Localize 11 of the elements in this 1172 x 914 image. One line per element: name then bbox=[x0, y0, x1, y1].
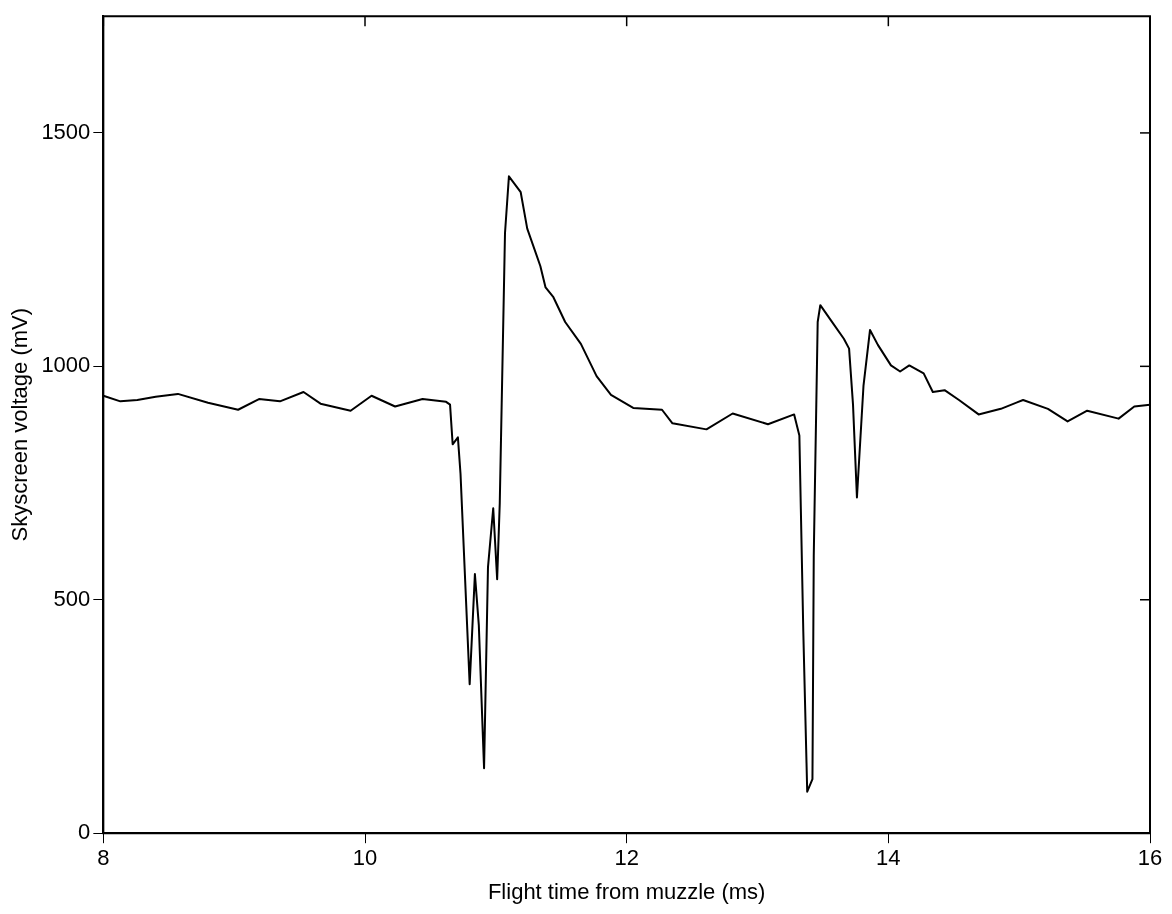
y-axis-title: Skyscreen voltage (mV) bbox=[7, 307, 33, 542]
x-tick-label: 10 bbox=[352, 845, 378, 871]
y-tick-label: 500 bbox=[53, 585, 91, 611]
x-axis-title: Flight time from muzzle (ms) bbox=[487, 878, 766, 904]
y-tick-label: 1000 bbox=[41, 352, 91, 378]
x-tick-label: 8 bbox=[97, 845, 110, 871]
y-tick-label: 1500 bbox=[41, 118, 91, 144]
y-tick-label: 0 bbox=[78, 819, 91, 845]
x-tick-label: 12 bbox=[614, 845, 639, 871]
x-tick-label: 14 bbox=[876, 845, 901, 871]
x-tick-label: 16 bbox=[1137, 845, 1163, 871]
